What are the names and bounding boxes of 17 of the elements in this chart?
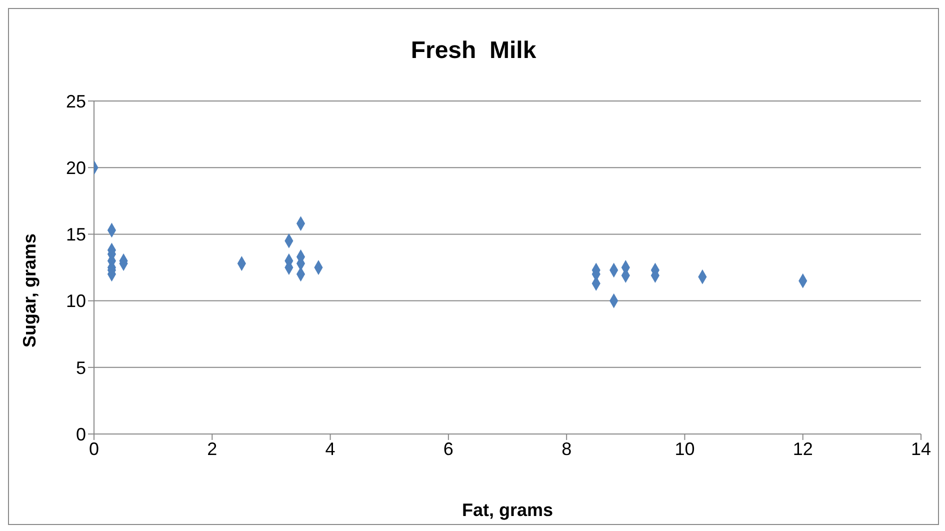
y-tick-label: 0 (76, 424, 86, 444)
x-tick-label: 10 (674, 438, 695, 459)
x-tick-label: 6 (443, 438, 454, 459)
x-tick-label: 2 (207, 438, 218, 459)
x-tick-label: 14 (910, 438, 932, 459)
y-tick-label: 5 (76, 358, 86, 378)
x-tick-label: 4 (325, 438, 336, 459)
x-axis-title: Fat, grams (462, 500, 554, 520)
y-tick-label: 10 (66, 291, 86, 312)
y-tick-label: 15 (66, 224, 86, 245)
y-tick-label: 25 (66, 91, 86, 112)
chart-title: Fresh Milk (410, 37, 538, 65)
x-tick-label: 8 (562, 438, 572, 459)
y-axis-title: Sugar, grams (19, 233, 40, 348)
x-tick-label: 0 (88, 438, 100, 459)
x-tick-label: 12 (792, 438, 813, 459)
y-tick-label: 20 (66, 158, 86, 178)
